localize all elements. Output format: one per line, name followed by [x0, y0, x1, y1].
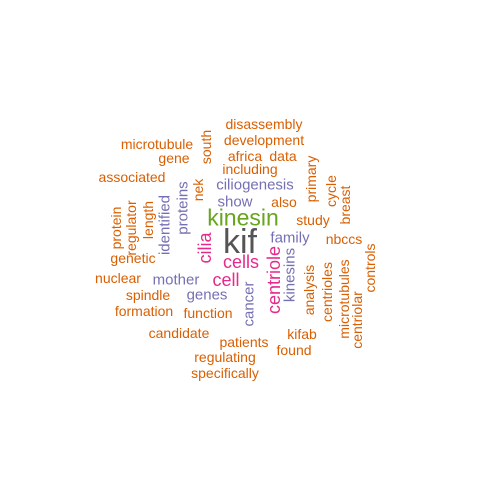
word-gene: gene	[158, 150, 190, 166]
word-show: show	[217, 193, 253, 211]
word-kif: kif	[223, 223, 257, 261]
word-kifab: kifab	[287, 326, 317, 342]
word-breast: breast	[337, 185, 353, 225]
word-cilia: cilia	[195, 232, 215, 264]
word-kinesin: kinesin	[207, 204, 279, 231]
word-found: found	[276, 342, 312, 358]
word-africa: africa	[227, 148, 263, 164]
word-formation: formation	[114, 303, 174, 319]
word-nuclear: nuclear	[95, 270, 141, 286]
word-associated: associated	[98, 169, 166, 185]
word-centriolar: centriolar	[349, 291, 365, 349]
word-regulating: regulating	[194, 349, 256, 365]
word-centrioles: centrioles	[319, 262, 335, 322]
word-controls: controls	[362, 243, 378, 293]
word-patients: patients	[219, 334, 269, 350]
word-development: development	[223, 132, 305, 148]
word-proteins: proteins	[174, 181, 192, 235]
word-cell: cell	[212, 270, 240, 290]
word-disassembly: disassembly	[225, 116, 303, 132]
word-spindle: spindle	[125, 287, 171, 303]
word-cells: cells	[222, 252, 260, 272]
word-cancer: cancer	[240, 281, 258, 327]
word-also: also	[271, 194, 297, 210]
word-data: data	[269, 148, 297, 164]
word-microtubule: microtubule	[120, 136, 194, 152]
word-ciliogenesis: ciliogenesis	[216, 176, 294, 194]
word-study: study	[296, 212, 330, 228]
word-family: family	[270, 229, 310, 247]
word-centriole: centriole	[264, 245, 284, 315]
word-identified: identified	[156, 194, 174, 256]
word-mother: mother	[152, 271, 200, 289]
word-candidate: candidate	[148, 325, 210, 341]
word-length: length	[140, 200, 156, 240]
word-analysis: analysis	[301, 264, 317, 316]
word-nek: nek	[190, 178, 206, 202]
word-including: including	[222, 161, 278, 177]
word-nbccs: nbccs	[325, 231, 363, 247]
word-south: south	[198, 129, 214, 165]
word-kinesins: kinesins	[281, 247, 299, 303]
word-specifically: specifically	[191, 365, 259, 381]
word-function: function	[183, 305, 233, 321]
word-regulator: regulator	[123, 200, 139, 256]
word-genes: genes	[186, 286, 228, 304]
word-protein: protein	[108, 206, 124, 250]
word-genetic: genetic	[110, 250, 156, 266]
word-cycle: cycle	[323, 175, 339, 207]
word-primary: primary	[303, 155, 319, 203]
